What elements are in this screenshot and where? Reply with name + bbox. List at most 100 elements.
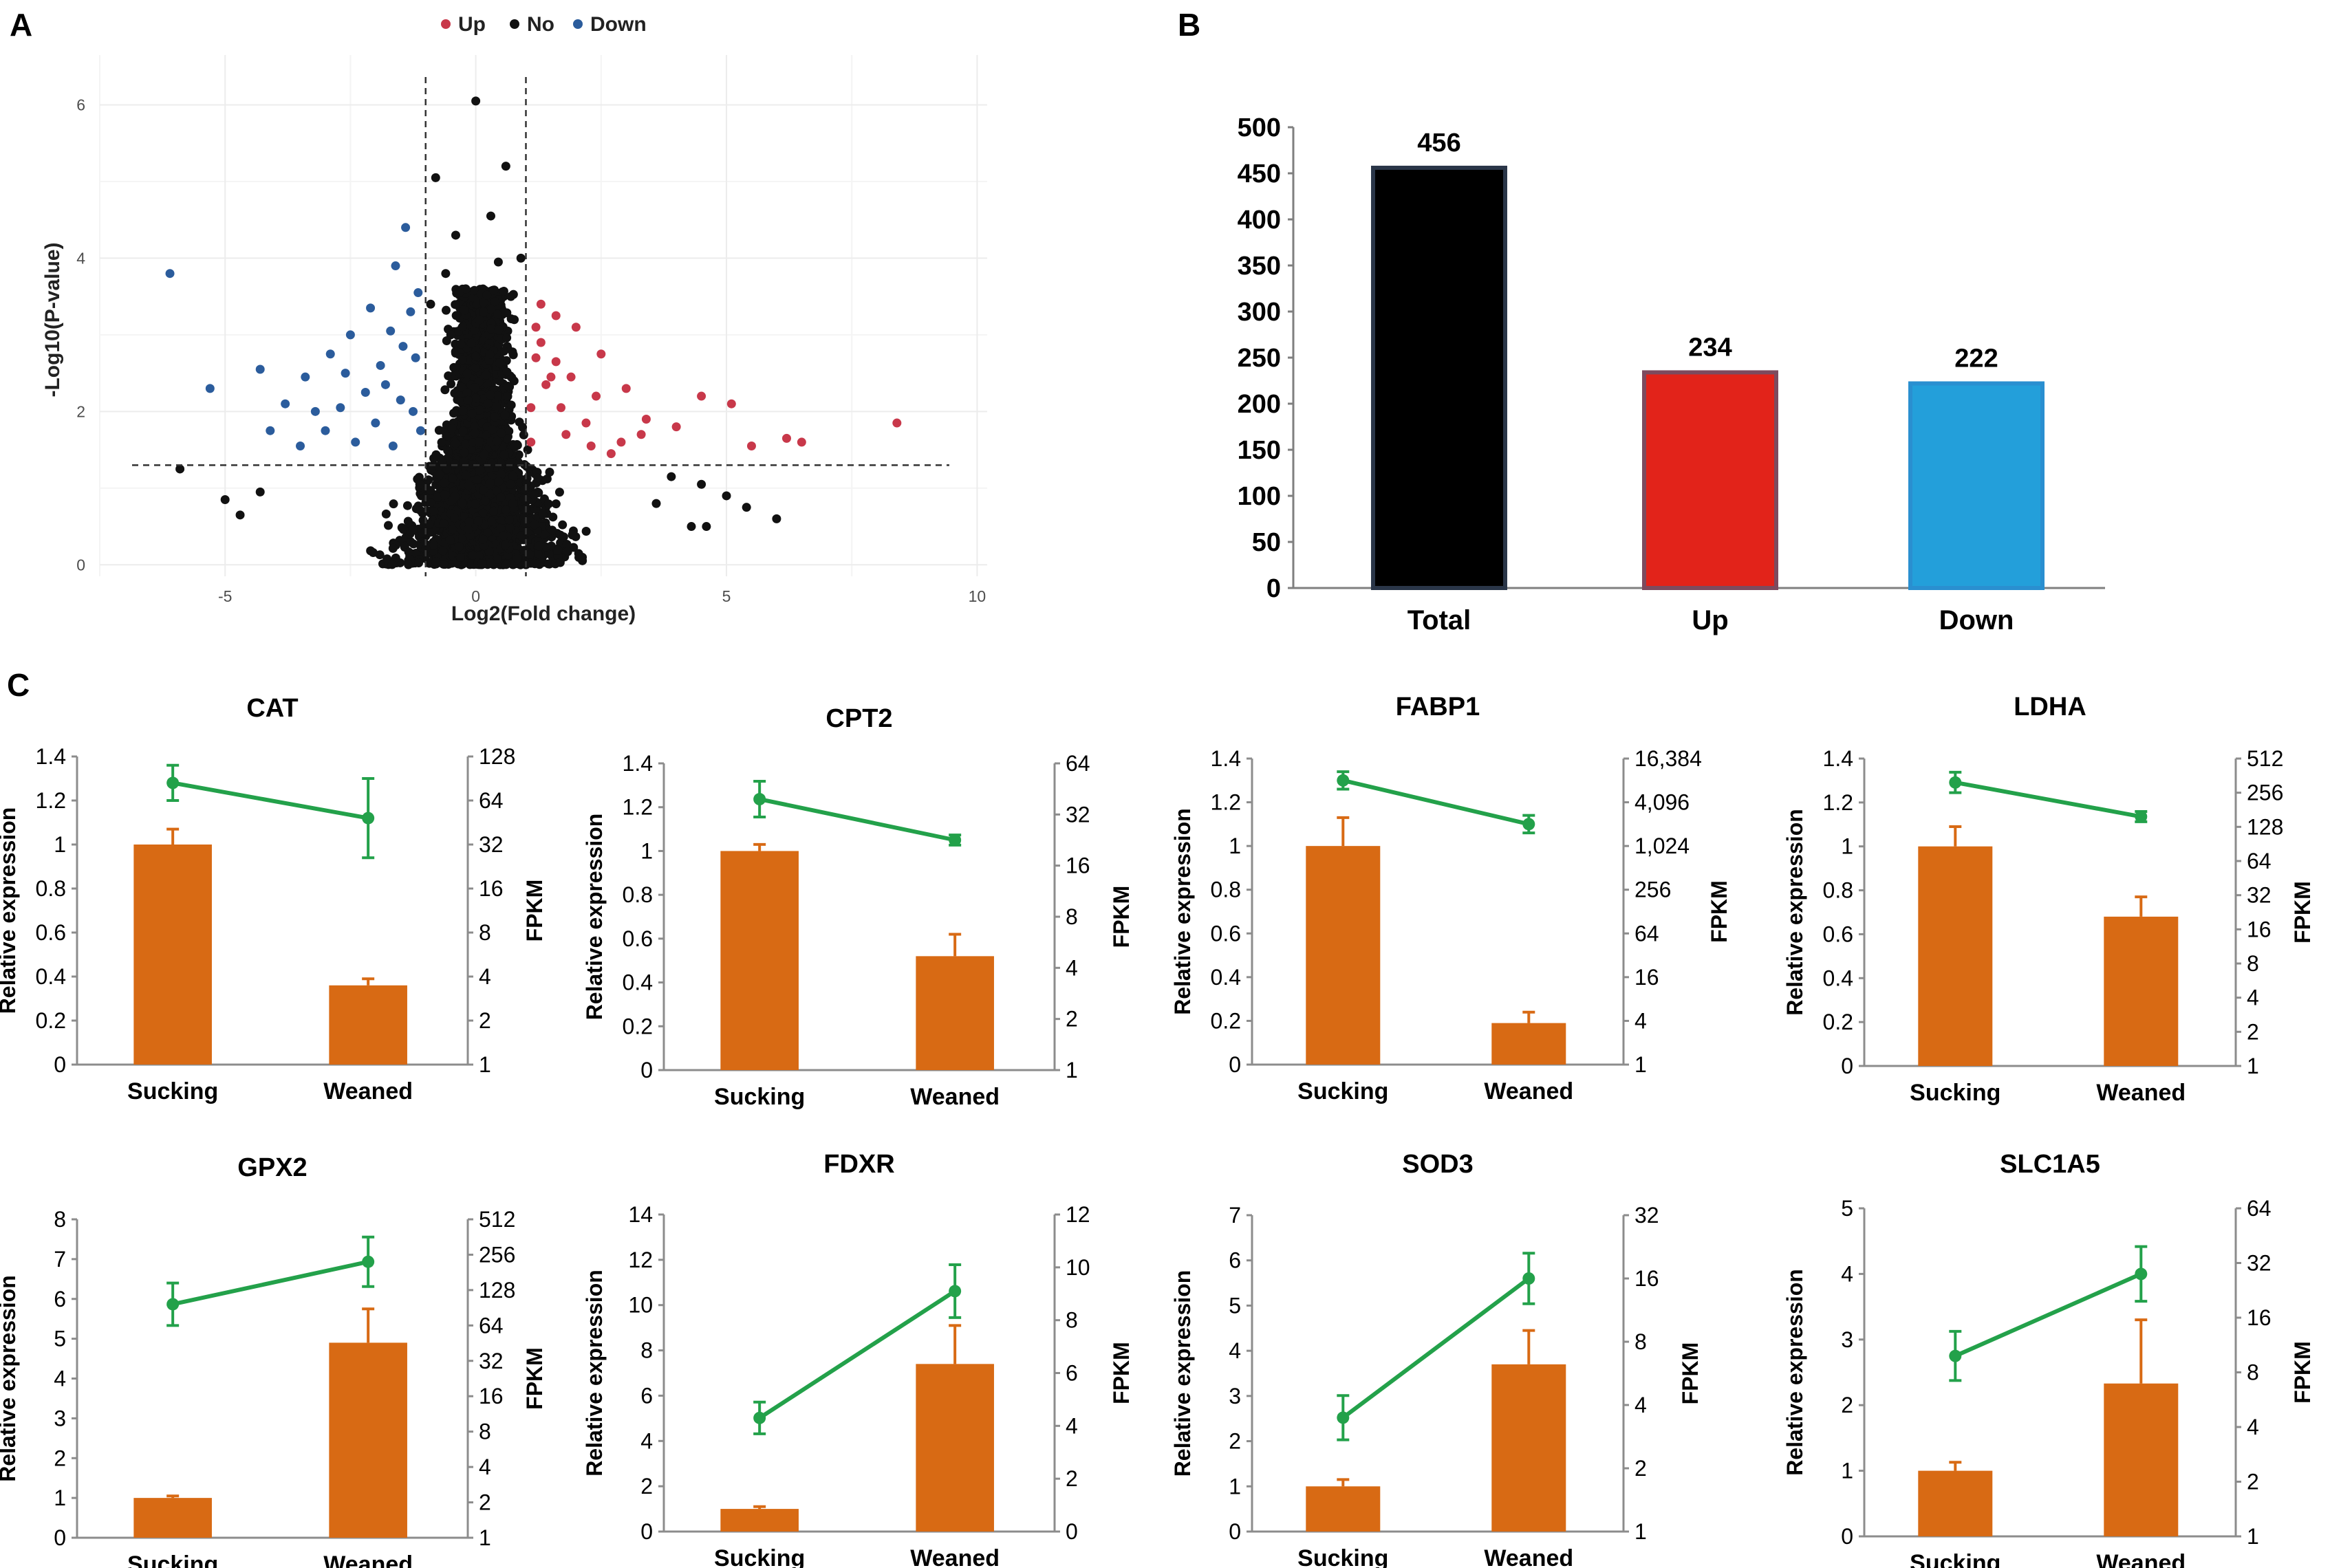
volcano-point-no bbox=[530, 559, 539, 569]
volcano-point-down bbox=[416, 426, 425, 435]
left-axis-tick-label: 0 bbox=[640, 1058, 653, 1082]
volcano-point-up bbox=[596, 349, 606, 359]
volcano-point-no bbox=[742, 503, 751, 512]
volcano-point-no bbox=[568, 530, 577, 540]
volcano-point-no bbox=[487, 459, 497, 468]
left-axis-tick-label: 8 bbox=[640, 1338, 653, 1363]
volcano-point-down bbox=[406, 307, 416, 316]
volcano-point-no bbox=[502, 367, 512, 377]
volcano-point-no bbox=[542, 474, 552, 483]
volcano-point-no bbox=[408, 525, 418, 535]
left-axis-tick-label: 5 bbox=[1841, 1196, 1853, 1221]
volcano-legend-marker-no bbox=[510, 19, 519, 29]
left-axis-title: Relative expression bbox=[582, 1270, 607, 1477]
volcano-point-no bbox=[383, 521, 393, 530]
volcano-point-no bbox=[496, 523, 506, 533]
volcano-point-no bbox=[415, 479, 424, 489]
expression-bar bbox=[329, 985, 407, 1065]
volcano-point-no bbox=[525, 549, 535, 559]
volcano-point-no bbox=[464, 517, 474, 527]
right-axis-tick-label: 16 bbox=[1635, 1266, 1659, 1291]
left-axis-tick-label: 12 bbox=[628, 1248, 653, 1272]
fpkm-point bbox=[753, 793, 766, 806]
bar-chart-y-tick-label: 200 bbox=[1238, 390, 1281, 419]
volcano-point-no bbox=[479, 298, 488, 307]
volcano-point-no bbox=[475, 466, 484, 475]
volcano-point-no bbox=[482, 371, 491, 380]
volcano-point-down bbox=[401, 223, 411, 232]
right-axis-tick-label: 1 bbox=[1635, 1052, 1647, 1077]
right-axis-tick-label: 64 bbox=[479, 788, 504, 813]
volcano-point-no bbox=[543, 499, 553, 509]
volcano-point-no bbox=[471, 96, 481, 106]
left-axis-tick-label: 0.4 bbox=[623, 970, 653, 995]
left-axis-tick-label: 0.4 bbox=[1211, 965, 1241, 990]
volcano-point-no bbox=[500, 411, 510, 420]
right-axis-tick-label: 64 bbox=[1066, 751, 1090, 776]
volcano-point-up bbox=[561, 430, 571, 439]
volcano-point-no bbox=[404, 547, 413, 557]
volcano-point-no bbox=[534, 541, 543, 551]
volcano-point-no bbox=[467, 460, 477, 470]
volcano-x-tick-label: 5 bbox=[722, 587, 731, 605]
volcano-point-no bbox=[450, 459, 460, 469]
volcano-point-no bbox=[422, 505, 432, 515]
volcano-point-no bbox=[495, 376, 504, 386]
volcano-point-no bbox=[551, 499, 561, 509]
volcano-point-up bbox=[636, 430, 646, 439]
volcano-point-no bbox=[519, 494, 529, 503]
right-axis-tick-label: 12 bbox=[1066, 1202, 1090, 1227]
volcano-point-no bbox=[523, 445, 532, 455]
panel-c-label: C bbox=[7, 667, 30, 703]
volcano-point-no bbox=[520, 518, 530, 527]
volcano-point-no bbox=[491, 402, 501, 411]
volcano-point-no bbox=[493, 257, 503, 267]
fpkm-line bbox=[1954, 780, 2142, 819]
left-axis-tick-label: 4 bbox=[1841, 1261, 1853, 1286]
volcano-point-no bbox=[461, 284, 471, 294]
volcano-point-no bbox=[460, 448, 469, 457]
volcano-point-no bbox=[772, 514, 781, 523]
volcano-point-down bbox=[266, 426, 275, 435]
volcano-point-no bbox=[458, 406, 468, 415]
volcano-point-down bbox=[409, 406, 418, 416]
left-axis-title: Relative expression bbox=[1782, 809, 1807, 1016]
volcano-point-no bbox=[471, 363, 480, 373]
volcano-point-up bbox=[586, 442, 596, 450]
volcano-point-no bbox=[543, 559, 553, 569]
bar-category-label: Total bbox=[1407, 605, 1471, 635]
bar-data-label: 222 bbox=[1954, 345, 1998, 373]
volcano-point-no bbox=[513, 554, 522, 563]
fpkm-line bbox=[759, 797, 956, 842]
x-category-label: Sucking bbox=[127, 1551, 218, 1568]
x-category-label: Weaned bbox=[323, 1551, 413, 1568]
volcano-point-down bbox=[205, 384, 215, 393]
volcano-point-no bbox=[492, 486, 501, 496]
volcano-point-no bbox=[510, 442, 519, 452]
right-axis-tick-label: 512 bbox=[2247, 746, 2283, 771]
bar-down bbox=[1908, 381, 2045, 591]
volcano-point-no bbox=[464, 481, 473, 490]
volcano-point-no bbox=[486, 324, 496, 334]
left-axis-tick-label: 6 bbox=[640, 1383, 653, 1408]
volcano-point-down bbox=[391, 261, 400, 271]
volcano-legend-marker-down bbox=[573, 19, 583, 29]
volcano-point-down bbox=[296, 442, 305, 450]
volcano-point-no bbox=[235, 510, 245, 520]
expression-bar bbox=[2104, 1383, 2179, 1536]
bar-category-label: Up bbox=[1692, 605, 1728, 635]
expression-bar bbox=[133, 845, 212, 1065]
volcano-point-no bbox=[562, 540, 572, 549]
right-axis-tick-label: 16 bbox=[1635, 965, 1659, 990]
volcano-point-up bbox=[581, 418, 591, 428]
volcano-point-no bbox=[529, 490, 539, 500]
expression-bar bbox=[1918, 1470, 1993, 1536]
volcano-point-no bbox=[486, 558, 496, 567]
volcano-point-no bbox=[473, 475, 482, 484]
volcano-point-no bbox=[574, 549, 583, 558]
right-axis-title: FPKM bbox=[522, 1347, 547, 1410]
right-axis-tick-label: 4 bbox=[1635, 1393, 1647, 1417]
left-axis-tick-label: 1.2 bbox=[1823, 790, 1853, 815]
volcano-point-up bbox=[566, 372, 576, 382]
volcano-point-no bbox=[438, 459, 448, 468]
